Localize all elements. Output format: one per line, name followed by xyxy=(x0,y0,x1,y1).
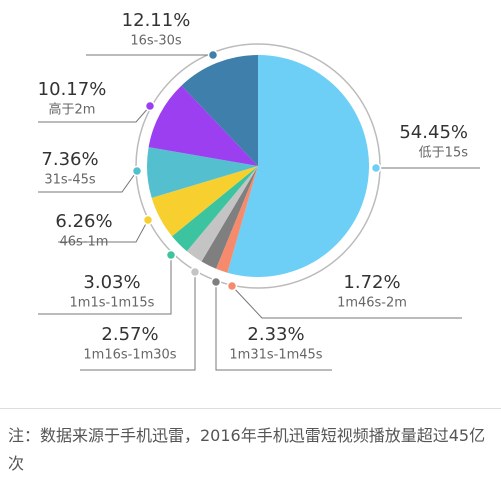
category-label: 46s-1m xyxy=(60,235,109,250)
note: 注：数据来源于手机迅雷，2016年手机迅雷短视频播放量超过45亿次 xyxy=(8,426,486,473)
pie-slice xyxy=(216,166,258,273)
pie-slice xyxy=(148,85,258,166)
category-label: 31s-45s xyxy=(44,173,96,188)
leader-line xyxy=(38,170,138,193)
leader-line xyxy=(38,255,172,315)
category-label: 1m1s-1m15s xyxy=(70,296,155,311)
category-label: 1m31s-1m45s xyxy=(229,348,322,363)
value-label: 54.45% xyxy=(399,122,468,143)
pie-slice xyxy=(172,166,258,252)
category-label: 1m16s-1m30s xyxy=(83,348,176,363)
pie-slice xyxy=(186,166,258,262)
value-label: 6.26% xyxy=(55,211,112,232)
leader-line xyxy=(38,105,151,123)
category-label: 1m46s-2m xyxy=(337,296,407,311)
value-label: 2.33% xyxy=(247,324,304,345)
value-label: 10.17% xyxy=(38,79,107,100)
leader-line xyxy=(80,272,196,371)
leader-line xyxy=(231,285,462,319)
pie-slice xyxy=(181,55,258,166)
chart: 54.45% 低于15s 1.72% 1m46s-2m 2.33% 1m31s-1m45s… xyxy=(38,10,480,371)
category-label: 低于15s xyxy=(419,146,469,161)
leader-line xyxy=(58,219,149,243)
pie-slice xyxy=(227,55,369,277)
leader-line xyxy=(215,282,332,371)
separator xyxy=(0,408,501,409)
label-dot xyxy=(210,276,222,288)
label-dot xyxy=(189,266,201,278)
value-label: 1.72% xyxy=(343,272,400,293)
pie-slice xyxy=(201,166,258,269)
label-dot xyxy=(226,280,238,292)
value-label: 12.11% xyxy=(122,10,191,31)
value-label: 2.57% xyxy=(101,324,158,345)
label-dot xyxy=(370,162,382,174)
category-label: 16s-30s xyxy=(130,34,182,49)
label-dot xyxy=(165,249,177,261)
pie-slice xyxy=(151,166,258,237)
label-dot xyxy=(142,214,154,226)
value-label: 3.03% xyxy=(83,272,140,293)
label-dot xyxy=(144,100,156,112)
label-dot xyxy=(207,49,219,61)
pie-slice xyxy=(147,147,258,198)
value-label: 7.36% xyxy=(41,149,98,170)
category-label: 高于2m xyxy=(49,102,96,118)
label-dot xyxy=(131,165,143,177)
